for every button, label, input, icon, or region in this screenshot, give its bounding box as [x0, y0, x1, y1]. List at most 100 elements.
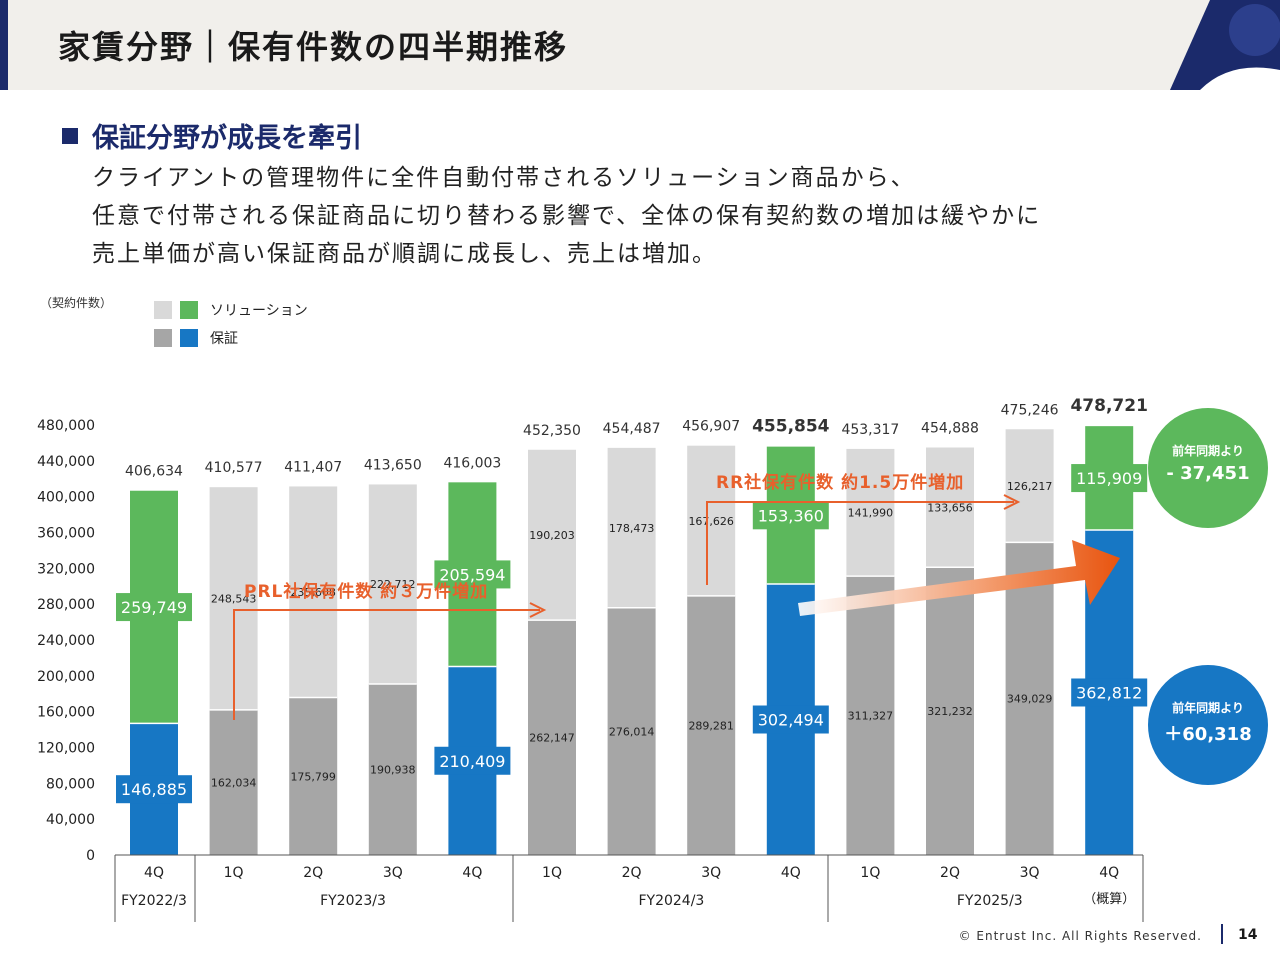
data-label-solution: 126,217 — [1007, 480, 1053, 493]
x-tick-label: 3Q — [383, 865, 403, 881]
data-label-guarantee: 146,885 — [121, 780, 187, 799]
y-tick-label: 160,000 — [37, 705, 95, 721]
data-label-solution: 222,712 — [370, 578, 416, 591]
data-label-guarantee: 311,327 — [848, 710, 894, 723]
total-label: 413,650 — [364, 457, 422, 473]
header-accent-bar — [0, 0, 8, 90]
data-label-guarantee: 289,281 — [688, 719, 734, 732]
data-label-guarantee: 162,034 — [211, 776, 257, 789]
bar-solution — [528, 449, 576, 621]
total-label: 416,003 — [443, 455, 501, 471]
bar-guarantee — [687, 595, 736, 855]
fiscal-year-label: FY2024/3 — [638, 893, 704, 909]
data-label-box-guarantee — [434, 746, 511, 775]
callout-guarantee-label: 前年同期より — [1172, 701, 1244, 715]
data-label-box-guarantee — [116, 775, 192, 804]
fiscal-year-label: FY2022/3 — [121, 893, 187, 909]
y-tick-label: 360,000 — [37, 526, 95, 542]
data-label-guarantee: 262,147 — [529, 732, 575, 745]
data-label-solution: 248,543 — [211, 593, 257, 606]
y-axis-title: （契約件数） — [40, 295, 112, 310]
data-label-box-solution — [1071, 464, 1148, 493]
data-label-guarantee: 302,494 — [758, 711, 824, 730]
copyright: © Entrust Inc. All Rights Reserved. — [958, 929, 1202, 943]
y-tick-label: 240,000 — [37, 633, 95, 649]
y-tick-label: 480,000 — [37, 418, 95, 434]
data-label-box-guarantee — [1071, 678, 1148, 707]
total-label: 411,407 — [284, 459, 342, 475]
x-tick-label: 2Q — [303, 865, 323, 881]
description-line-3: 売上単価が高い保証商品が順調に成長し、売上は増加。 — [92, 241, 717, 267]
total-label: 406,634 — [125, 464, 183, 480]
data-label-solution: 235,608 — [290, 586, 336, 599]
data-label-solution: 178,473 — [609, 522, 655, 535]
data-label-solution: 141,990 — [848, 507, 894, 520]
callout-guarantee-change: 前年同期より ＋60,318 — [1148, 665, 1268, 785]
bar-solution — [607, 447, 656, 608]
bar-guarantee — [528, 620, 576, 855]
description-line-2: 任意で付帯される保証商品に切り替わる影響で、全体の保有契約数の増加は緩やかに — [92, 203, 1042, 229]
final-quarter-note: （概算） — [1083, 892, 1135, 907]
total-label: 453,317 — [841, 422, 899, 438]
data-label-guarantee: 190,938 — [370, 763, 416, 776]
bar-guarantee — [289, 697, 338, 855]
total-label: 454,888 — [921, 420, 979, 436]
prl-arrow-head-icon — [529, 602, 547, 618]
prl-annotation: PRL社保有件数 約３万件増加 — [244, 581, 488, 602]
data-label-box-solution — [434, 560, 511, 589]
rr-arrow-line — [706, 501, 1014, 585]
sub-heading: 保証分野が成長を牽引 — [92, 123, 362, 154]
data-label-solution: 167,626 — [688, 515, 734, 528]
callout-solution-change: 前年同期より - 37,451 — [1148, 408, 1268, 528]
data-label-solution: 133,656 — [927, 501, 973, 514]
y-tick-label: 400,000 — [37, 490, 95, 506]
page-number: 14 — [1238, 927, 1258, 943]
bar-solution — [926, 447, 974, 568]
x-tick-label: 1Q — [542, 865, 562, 881]
data-label-solution: 205,594 — [439, 565, 505, 584]
data-label-guarantee: 362,812 — [1076, 683, 1142, 702]
y-tick-label: 440,000 — [37, 454, 95, 470]
bar-guarantee — [209, 709, 258, 855]
x-tick-label: 4Q — [144, 865, 164, 881]
rr-arrow-head-icon — [1003, 494, 1021, 510]
legend-swatch-solution-green — [180, 301, 198, 319]
bar-guarantee — [607, 607, 656, 855]
legend-label-solution: ソリューション — [210, 303, 308, 319]
data-label-box-solution — [752, 501, 829, 530]
data-label-solution: 153,360 — [758, 506, 824, 525]
page-title: 家賃分野｜保有件数の四半期推移 — [58, 28, 569, 66]
data-label-guarantee: 210,409 — [439, 752, 505, 771]
bar-solution — [846, 448, 895, 577]
data-label-solution: 115,909 — [1076, 469, 1142, 488]
callout-solution-label: 前年同期より — [1172, 444, 1244, 458]
y-tick-label: 80,000 — [46, 776, 95, 792]
rr-annotation: RR社保有件数 約1.5万件増加 — [716, 472, 964, 493]
data-label-guarantee: 321,232 — [927, 705, 973, 718]
data-label-guarantee: 175,799 — [290, 770, 336, 783]
bar-solution — [1005, 429, 1054, 543]
growth-arrow-icon — [798, 540, 1120, 616]
x-tick-label: 4Q — [781, 865, 801, 881]
callout-solution-value: - 37,451 — [1166, 463, 1250, 484]
y-tick-label: 280,000 — [37, 597, 95, 613]
fiscal-year-label: FY2023/3 — [320, 893, 386, 909]
data-label-solution: 259,749 — [121, 598, 187, 617]
bar-guarantee — [1005, 542, 1054, 855]
prl-arrow-line — [233, 609, 540, 720]
total-label: 452,350 — [523, 423, 581, 439]
total-label: 475,246 — [1001, 402, 1059, 418]
footer-divider — [1221, 924, 1223, 944]
bullet-square-icon — [62, 128, 78, 144]
header-band: 家賃分野｜保有件数の四半期推移 — [0, 0, 1280, 90]
x-tick-label: 3Q — [701, 865, 721, 881]
bar-solution — [687, 445, 736, 596]
fiscal-year-label: FY2025/3 — [957, 893, 1023, 909]
data-label-guarantee: 349,029 — [1007, 693, 1053, 706]
y-tick-label: 200,000 — [37, 669, 95, 685]
x-tick-label: 2Q — [622, 865, 642, 881]
corner-decoration-icon — [1170, 0, 1280, 90]
data-label-box-guarantee — [752, 705, 829, 734]
data-label-box-solution — [116, 593, 192, 622]
bar-guarantee — [926, 567, 974, 855]
